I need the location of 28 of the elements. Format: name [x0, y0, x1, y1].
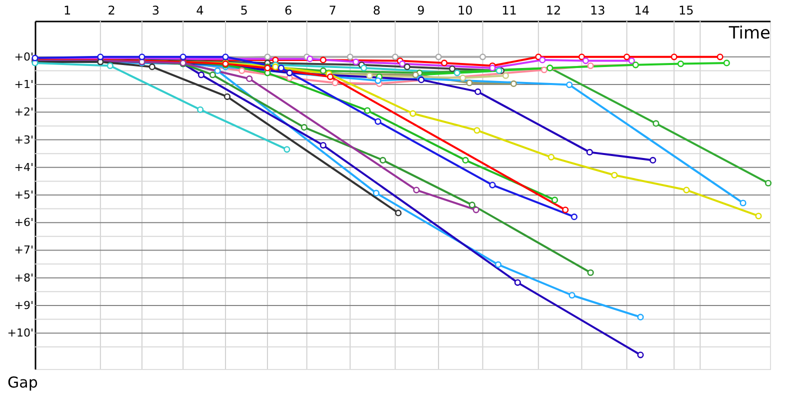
y-tick-label: +1': [14, 78, 34, 92]
x-tick-label: 3: [152, 4, 160, 18]
x-tick-label: 2: [108, 4, 116, 18]
x-tick-label: 4: [196, 4, 204, 18]
x-tick-label: 15: [678, 4, 694, 18]
y-tick-label: +0': [14, 50, 34, 64]
y-tick-label: +8': [14, 271, 34, 284]
y-tick-label: +10': [7, 326, 34, 340]
x-tick-label: 9: [417, 4, 425, 18]
y-tick-label: +9': [14, 298, 34, 312]
x-tick-label: 7: [328, 4, 336, 18]
x-tick-label: 1: [64, 4, 72, 18]
x-tick-label: 8: [372, 4, 381, 18]
y-tick-label: +7': [14, 244, 34, 257]
x-tick-label: 10: [457, 4, 473, 18]
y-tick-label: +6': [14, 216, 34, 230]
x-tick-label: 12: [546, 4, 562, 18]
x-tick-label: 5: [240, 4, 248, 18]
y-tick-label: +3': [14, 133, 34, 146]
x-tick-label: 11: [502, 4, 517, 18]
x-tick-label: 14: [634, 4, 650, 18]
x-axis-title: Time: [728, 24, 770, 44]
x-tick-label: 6: [284, 4, 292, 18]
y-tick-label: +4': [14, 160, 34, 174]
y-tick-label: +2': [14, 106, 34, 119]
x-tick-label: 13: [590, 4, 606, 18]
y-axis-title: Gap: [8, 374, 38, 392]
y-tick-label: +5': [14, 188, 34, 202]
